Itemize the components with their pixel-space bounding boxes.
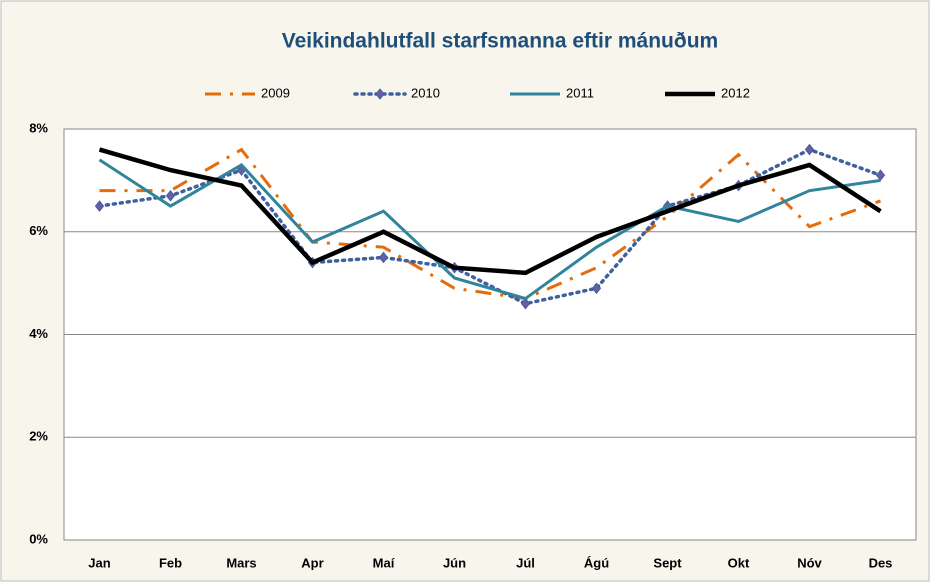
x-tick-label: Okt xyxy=(728,555,750,570)
point-marker xyxy=(520,297,531,310)
legend-label: 2011 xyxy=(566,85,594,100)
x-tick-label: Apr xyxy=(301,555,323,570)
point-marker xyxy=(804,143,815,156)
y-tick-label: 6% xyxy=(29,223,48,238)
point-marker xyxy=(165,189,176,202)
series-line xyxy=(97,147,883,306)
y-tick-label: 0% xyxy=(29,531,48,546)
x-tick-label: Ágú xyxy=(584,555,609,570)
legend-label: 2009 xyxy=(261,85,290,100)
legend-marker xyxy=(375,88,385,100)
x-tick-label: Júl xyxy=(516,555,535,570)
x-tick-label: Mars xyxy=(226,555,256,570)
legend-label: 2012 xyxy=(721,85,750,100)
x-tick-label: Jan xyxy=(88,555,110,570)
point-marker xyxy=(94,200,105,212)
x-tick-label: Feb xyxy=(159,555,182,570)
x-tick-label: Maí xyxy=(373,555,395,570)
x-tick-label: Sept xyxy=(653,555,682,570)
point-marker xyxy=(591,282,602,295)
legend-label: 2010 xyxy=(411,85,440,100)
x-tick-label: Des xyxy=(869,555,893,570)
series-line xyxy=(98,147,882,276)
y-tick-label: 8% xyxy=(29,120,48,135)
series-line xyxy=(99,147,882,301)
series-line xyxy=(98,158,881,301)
y-tick-label: 2% xyxy=(29,429,48,444)
chart-title: Veikindahlutfall starfsmanna eftir mánuð… xyxy=(282,30,718,53)
point-marker xyxy=(875,169,886,182)
x-tick-label: Jún xyxy=(443,555,466,570)
point-marker xyxy=(378,251,389,264)
x-tick-label: Nóv xyxy=(797,555,822,570)
y-tick-label: 4% xyxy=(29,326,48,341)
